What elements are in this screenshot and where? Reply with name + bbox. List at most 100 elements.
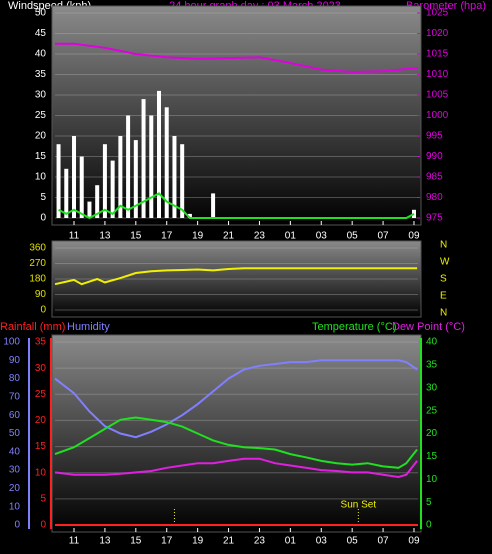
humidity-axis-title: Humidity	[67, 321, 110, 333]
y-tick-label: 50	[9, 428, 21, 439]
y-tick-label: 5	[40, 192, 46, 203]
y-tick-label: 25	[35, 110, 47, 121]
y-tick-label: 270	[29, 258, 46, 269]
x-tick-label: 19	[192, 536, 204, 547]
y-tick-label: 40	[9, 446, 21, 457]
y-tick-label: 25	[35, 389, 47, 400]
plot-background	[51, 334, 422, 533]
x-tick-label: 23	[254, 231, 266, 242]
series-line	[54, 267, 418, 286]
bar	[64, 168, 69, 218]
compass-label: N	[440, 240, 447, 251]
y-tick-label: 50	[35, 8, 47, 19]
x-tick-label: 21	[223, 231, 235, 242]
bar	[110, 160, 115, 218]
compass-label: W	[440, 257, 450, 268]
y-tick-label: 0	[40, 305, 46, 316]
y-tick-label: 100	[3, 337, 20, 348]
temperature-axis-title: Temperature (°C)	[312, 321, 396, 333]
y-tick-label: 5	[426, 497, 432, 508]
y-tick-label: 60	[9, 410, 21, 421]
compass-label: N	[440, 308, 447, 319]
y-tick-label: 20	[35, 415, 47, 426]
bar	[211, 193, 216, 218]
y-tick-label: 180	[29, 274, 46, 285]
x-tick-label: 07	[378, 231, 390, 242]
y-tick-label: 15	[35, 151, 47, 162]
x-tick-label: 11	[69, 536, 80, 547]
x-tick-label: 17	[161, 536, 173, 547]
x-tick-label: 17	[161, 231, 173, 242]
pressure-axis-title: Barometer (hpa)	[406, 0, 486, 12]
y-tick-label: 0	[40, 213, 46, 224]
series-line	[55, 42, 418, 74]
wind-axis-title: Windspeed (kph)	[8, 0, 91, 12]
x-tick-label: 21	[223, 536, 235, 547]
bar	[79, 156, 84, 218]
y-tick-label: 0	[14, 520, 20, 531]
x-tick-label: 09	[408, 231, 420, 242]
x-tick-label: 15	[130, 231, 142, 242]
x-tick-label: 15	[130, 536, 142, 547]
series-line	[54, 416, 418, 469]
y-tick-label: 1000	[426, 110, 449, 121]
x-tick-label: 09	[408, 536, 420, 547]
x-tick-label: 07	[378, 536, 390, 547]
x-tick-label: 19	[192, 231, 204, 242]
x-tick-label: 05	[347, 536, 359, 547]
series-line	[54, 359, 418, 439]
y-tick-label: 1010	[426, 69, 449, 80]
y-tick-label: 20	[35, 131, 47, 142]
y-tick-label: 90	[35, 289, 47, 300]
bar	[149, 115, 154, 218]
y-tick-label: 5	[40, 493, 46, 504]
x-tick-label: 01	[285, 231, 297, 242]
x-tick-label: 03	[316, 536, 328, 547]
bar	[87, 201, 92, 218]
y-tick-label: 0	[40, 520, 46, 531]
series-line	[58, 192, 415, 220]
y-tick-label: 40	[35, 49, 47, 60]
y-tick-label: 30	[9, 465, 21, 476]
bar	[95, 185, 100, 218]
y-tick-label: 40	[426, 337, 438, 348]
y-tick-label: 35	[35, 337, 47, 348]
y-tick-label: 30	[35, 90, 47, 101]
y-tick-label: 80	[9, 373, 21, 384]
y-tick-label: 30	[35, 363, 47, 374]
annotation: Sun Set	[341, 500, 377, 511]
series-line	[54, 457, 418, 479]
y-tick-label: 360	[29, 243, 46, 254]
bar	[118, 136, 123, 218]
y-tick-label: 25	[426, 405, 438, 416]
rain-axis-title: Rainfall (mm)	[0, 321, 65, 333]
bar	[157, 90, 162, 218]
y-tick-label: 1020	[426, 28, 449, 39]
x-tick-label: 01	[285, 536, 297, 547]
compass-label: S	[440, 274, 447, 285]
y-tick-label: 0	[426, 520, 432, 531]
y-tick-label: 1005	[426, 90, 449, 101]
y-tick-label: 980	[426, 192, 443, 203]
compass-label: E	[440, 291, 447, 302]
y-tick-label: 45	[35, 28, 47, 39]
x-tick-label: 23	[254, 536, 266, 547]
x-tick-label: 13	[99, 536, 111, 547]
y-tick-label: 35	[426, 360, 438, 371]
y-tick-label: 15	[426, 451, 438, 462]
y-tick-label: 35	[35, 69, 47, 80]
bar	[56, 144, 61, 218]
bar	[164, 107, 169, 218]
y-tick-label: 1025	[426, 8, 449, 19]
bar	[133, 140, 138, 218]
y-tick-label: 985	[426, 172, 443, 183]
bar	[172, 136, 177, 218]
x-tick-label: 13	[99, 231, 111, 242]
bar	[187, 213, 192, 218]
bar	[72, 136, 77, 218]
dewpoint-axis-title: Dew Point (°C)	[392, 321, 465, 333]
y-tick-label: 10	[426, 474, 438, 485]
y-tick-label: 30	[426, 382, 438, 393]
